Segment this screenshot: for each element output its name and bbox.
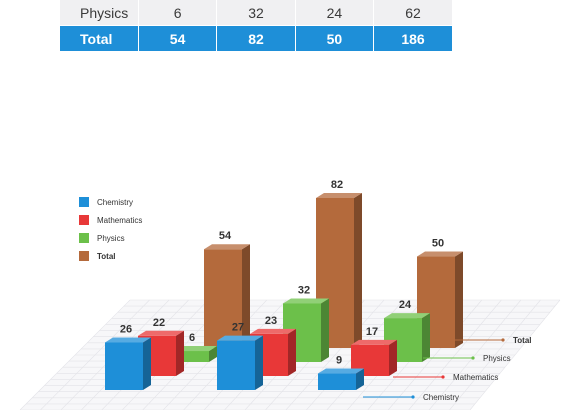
bar-top-face	[204, 244, 250, 250]
bar-top-face	[105, 337, 151, 343]
table-row-physics: Physics 6 32 24 62	[60, 0, 452, 26]
bar-value-label: 54	[219, 230, 232, 242]
table-row-total: Total 54 82 50 186	[60, 25, 452, 51]
bar-front-face	[318, 373, 356, 390]
depth-axis-label-mathematics: Mathematics	[453, 373, 498, 382]
bar-side-face	[356, 368, 364, 390]
bar-side-face	[209, 346, 217, 362]
bar-value-label: 6	[189, 332, 195, 344]
bar-side-face	[288, 328, 296, 376]
bar-side-face	[143, 337, 151, 390]
bar-top-face	[318, 368, 364, 374]
bar-side-face	[255, 335, 263, 390]
bar-chemistry-3: 9	[318, 355, 364, 390]
legend-label-mathematics: Mathematics	[97, 216, 142, 225]
bar-value-label: 24	[399, 299, 412, 311]
depth-axis-label-chemistry: Chemistry	[423, 393, 459, 402]
table-cell: 82	[216, 25, 296, 51]
legend-swatch-chemistry	[79, 197, 89, 207]
bar-side-face	[321, 298, 329, 362]
table-cell: 32	[216, 0, 296, 26]
bar-value-label: 82	[331, 179, 343, 191]
depth-axis-leader-dot	[411, 395, 415, 399]
bar-value-label: 23	[265, 315, 277, 327]
bar-top-face	[417, 251, 463, 257]
summary-table: Physics 6 32 24 62 Total 54 82 50 186	[60, 0, 452, 51]
bar-front-face	[171, 351, 209, 362]
legend-swatch-physics	[79, 233, 89, 243]
row-label-physics: Physics	[60, 0, 139, 26]
bar-top-face	[384, 313, 430, 319]
bar-value-label: 17	[366, 326, 378, 338]
bar-side-face	[422, 313, 430, 362]
chart-legend: Chemistry Mathematics Physics Total	[79, 197, 142, 261]
bar-side-face	[389, 339, 397, 376]
legend-swatch-total	[79, 251, 89, 261]
legend-label-chemistry: Chemistry	[97, 198, 133, 207]
bar-front-face	[204, 249, 242, 348]
bar-top-face	[217, 335, 263, 341]
legend-label-physics: Physics	[97, 234, 125, 243]
bar-value-label: 32	[298, 284, 310, 296]
chart-bars: 54 82 50 6 32 24 22 23 17 26 27 9	[105, 179, 463, 390]
legend-label-total: Total	[97, 252, 116, 261]
table-cell: 62	[373, 0, 452, 26]
depth-axis-leader-dot	[441, 375, 445, 379]
bar-chemistry-2: 27	[217, 322, 263, 390]
bar-top-face	[316, 193, 362, 198]
bar-value-label: 27	[232, 322, 244, 334]
depth-axis-label-total: Total	[513, 336, 532, 345]
legend-swatch-mathematics	[79, 215, 89, 225]
bar-side-face	[354, 193, 362, 348]
table-cell: 50	[295, 25, 375, 51]
table-cell: 54	[138, 25, 218, 51]
bar-chemistry-1: 26	[105, 323, 151, 390]
table-cell: 6	[138, 0, 218, 26]
bar-top-face	[138, 330, 184, 336]
bar-front-face	[217, 340, 255, 390]
bar-front-face	[105, 342, 143, 390]
bar-top-face	[250, 328, 296, 334]
bar-side-face	[455, 251, 463, 348]
bar-total-1: 54	[204, 230, 250, 348]
bar-value-label: 26	[120, 323, 132, 335]
bar-top-face	[351, 339, 397, 345]
bar-top-face	[283, 298, 329, 304]
table-cell: 24	[295, 0, 375, 26]
depth-axis-label-physics: Physics	[483, 354, 511, 363]
bar-value-label: 9	[336, 355, 342, 367]
row-label-total: Total	[60, 25, 139, 51]
bar-value-label: 50	[432, 238, 444, 250]
bar-side-face	[242, 244, 250, 348]
bar-value-label: 22	[153, 317, 165, 329]
depth-axis-leader-dot	[501, 338, 505, 342]
bar-side-face	[176, 330, 184, 376]
table-cell: 186	[373, 25, 452, 51]
depth-axis-leader-dot	[471, 356, 475, 360]
